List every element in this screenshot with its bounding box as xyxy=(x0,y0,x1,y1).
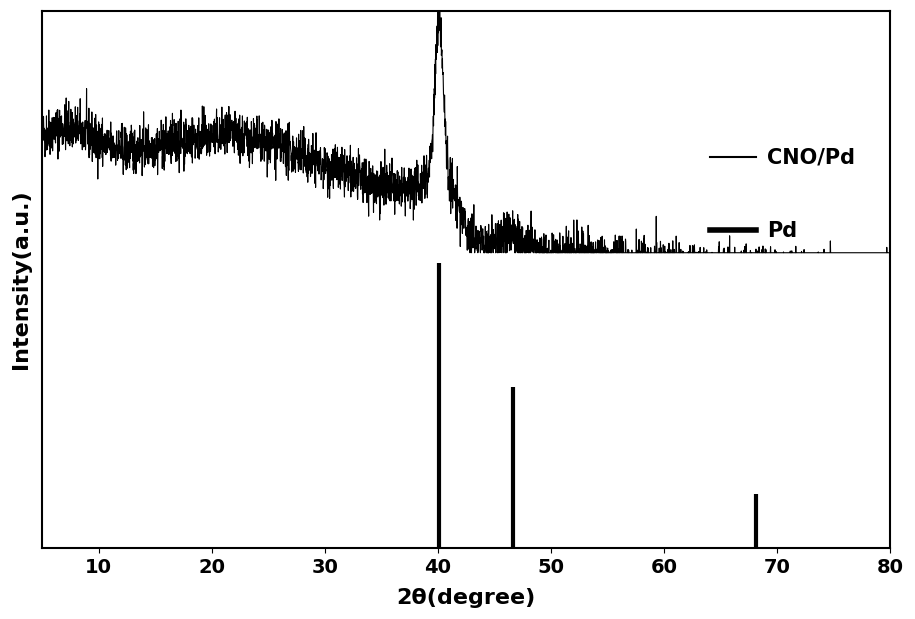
Y-axis label: Intensity(a.u.): Intensity(a.u.) xyxy=(11,190,31,370)
X-axis label: 2θ(degree): 2θ(degree) xyxy=(397,588,536,608)
Legend: CNO/Pd, , Pd: CNO/Pd, , Pd xyxy=(702,140,863,249)
